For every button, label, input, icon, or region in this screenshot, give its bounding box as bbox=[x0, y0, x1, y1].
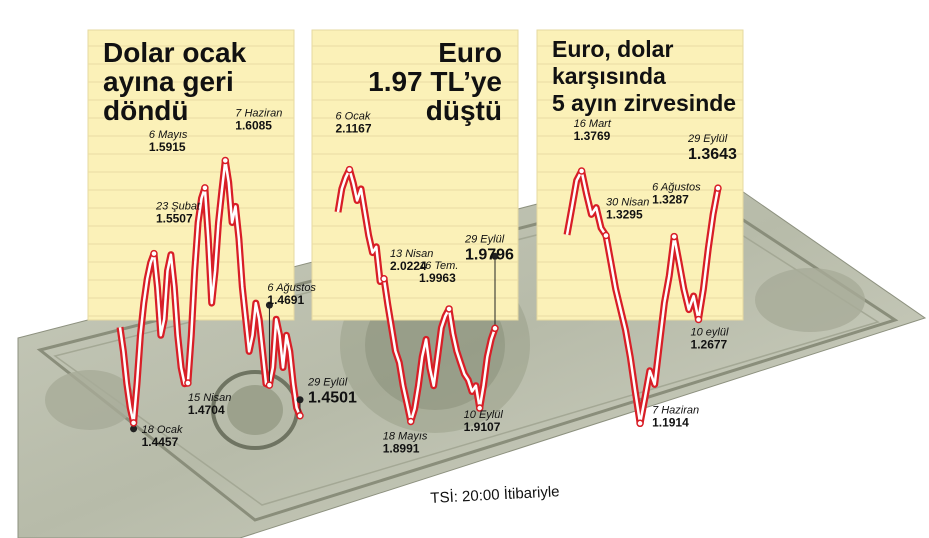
annotated-point bbox=[602, 231, 610, 240]
annotated-point bbox=[265, 381, 274, 389]
annotation-date: 16 Tem. bbox=[419, 260, 458, 272]
annotation-dot bbox=[491, 252, 499, 260]
annotated-point bbox=[380, 275, 388, 283]
annotation-date: 30 Nisan bbox=[606, 196, 649, 208]
annotation-value: 1.3643 bbox=[688, 146, 737, 163]
annotation-date: 6 Ocak bbox=[335, 111, 370, 123]
annotation-date: 29 Eylül bbox=[464, 233, 505, 245]
chart-1-title-line: ayına geri bbox=[103, 66, 234, 97]
annotated-point bbox=[184, 379, 192, 387]
annotation-date: 10 Eylül bbox=[464, 409, 504, 421]
annotated-point bbox=[636, 419, 644, 428]
annotated-point bbox=[475, 404, 484, 412]
annotation-value: 1.1914 bbox=[652, 415, 689, 429]
annotation-value: 1.9963 bbox=[419, 271, 456, 285]
chart-3-title: Euro, dolar karşısında 5 ayın zirvesinde bbox=[552, 36, 736, 117]
annotated-point bbox=[491, 324, 499, 333]
annotation-value: 1.3295 bbox=[606, 207, 643, 221]
chart-panel-1 bbox=[87, 29, 295, 321]
annotated-point bbox=[577, 167, 586, 175]
annotation-value: 2.1167 bbox=[335, 122, 371, 136]
annotation-date: 15 Nisan bbox=[188, 392, 231, 404]
annotated-point bbox=[714, 184, 722, 192]
annotation-date: 7 Haziran bbox=[652, 404, 699, 416]
annotation-value: 1.3769 bbox=[574, 129, 611, 143]
annotation-value: 1.4457 bbox=[142, 435, 179, 449]
annotation-date: 13 Nisan bbox=[390, 248, 433, 260]
annotation-date: 29 Eylül bbox=[687, 133, 728, 145]
annotation-value: 1.9107 bbox=[464, 420, 501, 434]
annotation-dot bbox=[296, 396, 304, 404]
annotation-date: 7 Haziran bbox=[235, 107, 282, 119]
series-line bbox=[336, 168, 497, 423]
annotated-point bbox=[221, 156, 230, 165]
annotated-point bbox=[670, 232, 678, 241]
annotation-date: 6 Mayıs bbox=[149, 129, 188, 141]
panel-1-rules bbox=[88, 45, 294, 317]
annotation-date: 6 Ağustos bbox=[267, 282, 316, 294]
chart-3-title-line: 5 ayın zirvesinde bbox=[552, 90, 737, 116]
chart-1-title: Dolar ocak ayına geri döndü bbox=[103, 38, 246, 125]
annotation-date: 29 Eylül bbox=[307, 377, 348, 389]
annotation-value: 1.5507 bbox=[156, 212, 193, 226]
annotated-point bbox=[407, 417, 415, 426]
chart-2-title-line: Euro bbox=[438, 37, 502, 68]
chart-1-title-line: döndü bbox=[103, 95, 189, 126]
annotation-value: 1.8991 bbox=[383, 441, 420, 455]
annotation-value: 1.6085 bbox=[235, 118, 272, 132]
annotated-point bbox=[345, 165, 354, 174]
annotation-date: 18 Ocak bbox=[142, 424, 183, 436]
annotation-dot bbox=[130, 425, 138, 433]
series-line bbox=[565, 169, 720, 425]
panel-2-rules bbox=[312, 45, 518, 317]
chart-2-title: Euro 1.97 TL’ye düştü bbox=[340, 38, 502, 125]
chart-3-title-line: Euro, dolar bbox=[552, 36, 674, 62]
annotated-point bbox=[694, 315, 703, 324]
annotation-value: 1.4704 bbox=[188, 403, 225, 417]
annotation-value: 1.9796 bbox=[465, 246, 514, 263]
annotation-value: 1.4501 bbox=[308, 390, 357, 407]
annotation-value: 1.2677 bbox=[691, 338, 728, 352]
annotation-date: 18 Mayıs bbox=[383, 430, 428, 442]
annotated-point bbox=[150, 249, 158, 258]
annotation-date: 6 Ağustos bbox=[652, 182, 701, 194]
chart-2-title-line: düştü bbox=[425, 95, 502, 126]
annotation-dot bbox=[265, 301, 273, 309]
chart-2-title-line: 1.97 TL’ye bbox=[368, 66, 502, 97]
annotation-date: 16 Mart bbox=[574, 118, 612, 130]
annotation-date: 10 eylül bbox=[691, 327, 729, 339]
annotated-point bbox=[201, 184, 209, 192]
annotation-value: 2.0224 bbox=[390, 259, 427, 273]
annotation-value: 1.5915 bbox=[149, 140, 186, 154]
annotation-value: 1.3287 bbox=[652, 193, 689, 207]
annotated-point bbox=[445, 305, 453, 313]
annotated-point bbox=[129, 419, 138, 427]
annotation-value: 1.4691 bbox=[267, 293, 304, 307]
chart-1-title-line: Dolar ocak bbox=[103, 37, 247, 68]
annotation-date: 23 Şubat bbox=[155, 201, 201, 213]
annotated-point bbox=[296, 411, 304, 420]
chart-3-title-line: karşısında bbox=[552, 63, 666, 89]
